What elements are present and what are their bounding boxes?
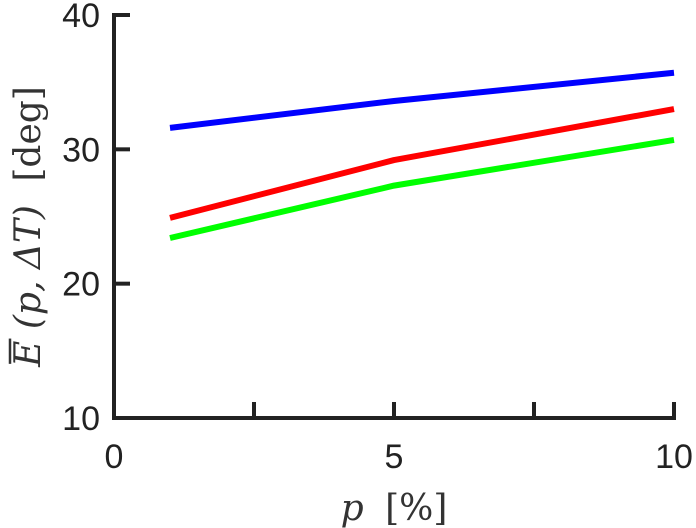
series-line-1 (169, 69, 675, 131)
y-axis-unit: [deg] (8, 86, 49, 181)
y-axis-title: E (p, ΔT) [deg] (8, 86, 49, 368)
x-axis-title: p [%] (341, 488, 448, 528)
x-tick-label: 10 (655, 438, 693, 476)
series-layer (169, 69, 675, 241)
ticks-layer (114, 13, 676, 420)
x-tick-label: 5 (385, 438, 404, 476)
x-tick-label: 0 (105, 438, 124, 476)
x-axis-variable: p (341, 488, 364, 528)
y-tick-label: 10 (62, 400, 100, 438)
y-axis-symbol: E (8, 341, 49, 368)
labels-layer: 10 20 30 40 0 5 10 (62, 0, 693, 476)
axes-layer (112, 13, 676, 420)
y-tick-label: 30 (62, 131, 100, 169)
y-axis-arguments: (p, ΔT) (8, 205, 49, 329)
series-line-2 (169, 106, 675, 221)
y-axis-title-group: E (p, ΔT) [deg] (8, 86, 49, 368)
y-tick-label: 40 (62, 0, 100, 35)
y-tick-label: 20 (62, 266, 100, 304)
series-line-3 (169, 136, 675, 241)
x-axis-unit: [%] (385, 488, 447, 528)
